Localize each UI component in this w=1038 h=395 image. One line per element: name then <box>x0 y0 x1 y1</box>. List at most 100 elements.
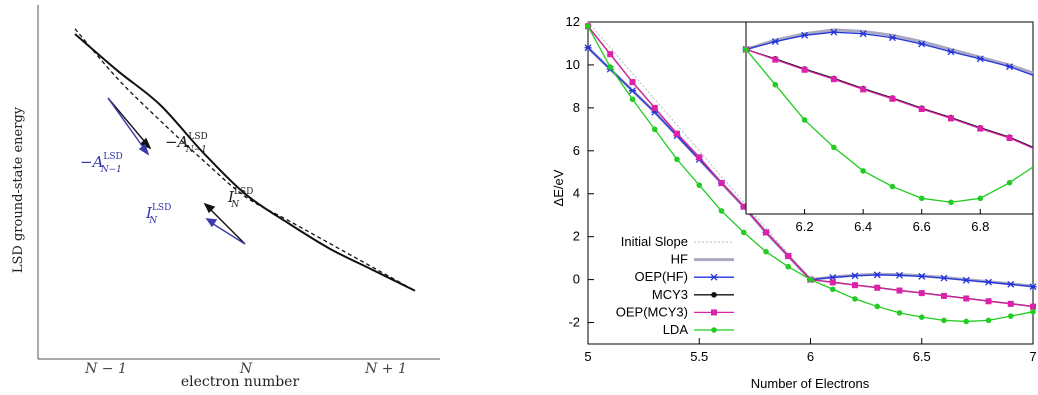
data-point <box>852 282 858 289</box>
inset-frame <box>745 21 1034 215</box>
inset-data-point <box>831 144 837 151</box>
legend: Initial Slope HF OEP(HF) MCY3 OEP(MCY3) LDA <box>616 234 734 337</box>
data-point <box>607 64 614 70</box>
legend-label: MCY3 <box>652 287 688 302</box>
right-ticks: 5 5.5 6 6.5 7 -2 0 2 4 6 8 10 12 <box>566 14 1037 364</box>
data-point <box>1029 283 1037 291</box>
inset-data-point <box>859 30 867 38</box>
data-point <box>740 229 747 236</box>
data-point <box>852 296 858 302</box>
right-x-label: Number of Electrons <box>751 376 870 391</box>
data-point <box>829 286 836 293</box>
inset-series-oep-mcy3- <box>743 46 1034 149</box>
inset-data-point <box>976 55 984 63</box>
arrow-lower-blue <box>209 221 246 245</box>
y-tick-label: 8 <box>573 100 580 115</box>
inset-data-point <box>801 66 808 73</box>
data-point <box>918 290 925 297</box>
left-y-label: LSD ground-state energy <box>11 106 26 273</box>
data-point <box>829 279 836 286</box>
series-line <box>587 21 811 280</box>
data-point <box>696 154 703 161</box>
inset-panel: 6.2 6.4 6.6 6.8 <box>742 21 1034 234</box>
data-point <box>1030 309 1036 315</box>
data-point <box>674 156 680 163</box>
inset-data-point <box>889 183 896 190</box>
data-point <box>785 252 792 259</box>
left-tick-label: N − 1 <box>84 361 127 377</box>
inset-series-line <box>745 28 1034 75</box>
inset-data-point <box>772 56 779 63</box>
data-point <box>941 292 947 299</box>
data-point <box>985 298 992 305</box>
left-tick-label: N + 1 <box>364 361 407 377</box>
x-tick-label: 7 <box>1029 349 1036 364</box>
data-point <box>874 303 881 310</box>
inset-data-point <box>801 31 809 39</box>
left-tick-label: N <box>239 361 253 377</box>
inset-data-point <box>948 199 954 206</box>
inset-data-point <box>860 168 866 174</box>
inset-ticks: 6.2 6.4 6.6 6.8 <box>796 209 989 234</box>
data-point <box>918 314 925 320</box>
x-tick-label: 6 <box>807 349 814 364</box>
data-point <box>763 229 769 236</box>
inset-series-oep-hf- <box>742 28 1034 76</box>
data-point <box>629 79 636 86</box>
arrow-upper-blue <box>107 97 149 155</box>
data-point <box>651 126 658 133</box>
arrowhead-icon <box>203 202 216 214</box>
data-point <box>851 272 859 280</box>
inset-data-point <box>977 125 984 132</box>
y-tick-label: 0 <box>573 272 580 287</box>
legend-label: LDA <box>663 322 689 337</box>
data-point <box>896 310 903 316</box>
data-point <box>985 317 992 324</box>
data-point <box>1007 280 1015 288</box>
data-point <box>1007 313 1014 319</box>
y-tick-label: 4 <box>573 186 580 201</box>
series-initial-slope <box>587 21 811 280</box>
legend-marker <box>711 309 717 316</box>
dashed-comparison-curve <box>74 28 416 292</box>
legend-label: Initial Slope <box>621 234 688 249</box>
inset-data-point <box>830 76 837 83</box>
ground-state-energy-curve <box>74 33 416 292</box>
data-point <box>718 208 725 214</box>
inset-data-point <box>1006 134 1013 141</box>
inset-data-point <box>977 195 984 202</box>
data-point <box>963 295 970 302</box>
left-panel: LSD ground-state energy electron number … <box>11 5 440 390</box>
inset-data-point <box>1006 179 1013 186</box>
data-point <box>918 272 926 280</box>
inset-data-point <box>889 95 896 102</box>
data-point <box>896 271 903 279</box>
arrowhead-icon <box>138 143 150 156</box>
data-point <box>674 130 680 137</box>
inset-x-tick-label: 6.8 <box>971 219 989 234</box>
series-lda <box>585 23 1036 325</box>
inset-data-point <box>743 46 749 53</box>
data-point <box>873 271 881 279</box>
legend-marker <box>710 273 718 281</box>
data-point <box>629 96 636 103</box>
data-point <box>651 104 658 111</box>
annotation-blue-minus-A: −ALSD N−1 <box>80 152 123 175</box>
x-tick-label: 6.5 <box>913 349 931 364</box>
data-point <box>962 276 970 284</box>
annotation-dark-I: ILSD N <box>227 187 253 210</box>
inset-x-tick-label: 6.6 <box>913 219 931 234</box>
data-point <box>807 276 814 283</box>
inset-data-point <box>830 28 838 36</box>
annotation-blue-I: ILSD N <box>145 203 171 226</box>
data-point <box>607 51 614 58</box>
right-series <box>584 21 1037 325</box>
legend-label: OEP(HF) <box>635 269 688 284</box>
inset-data-point <box>918 40 926 48</box>
slope-arrows <box>107 97 246 245</box>
data-point <box>896 287 903 294</box>
x-tick-label: 5 <box>584 349 591 364</box>
inset-data-point <box>801 117 808 123</box>
inset-data-point <box>772 81 779 88</box>
